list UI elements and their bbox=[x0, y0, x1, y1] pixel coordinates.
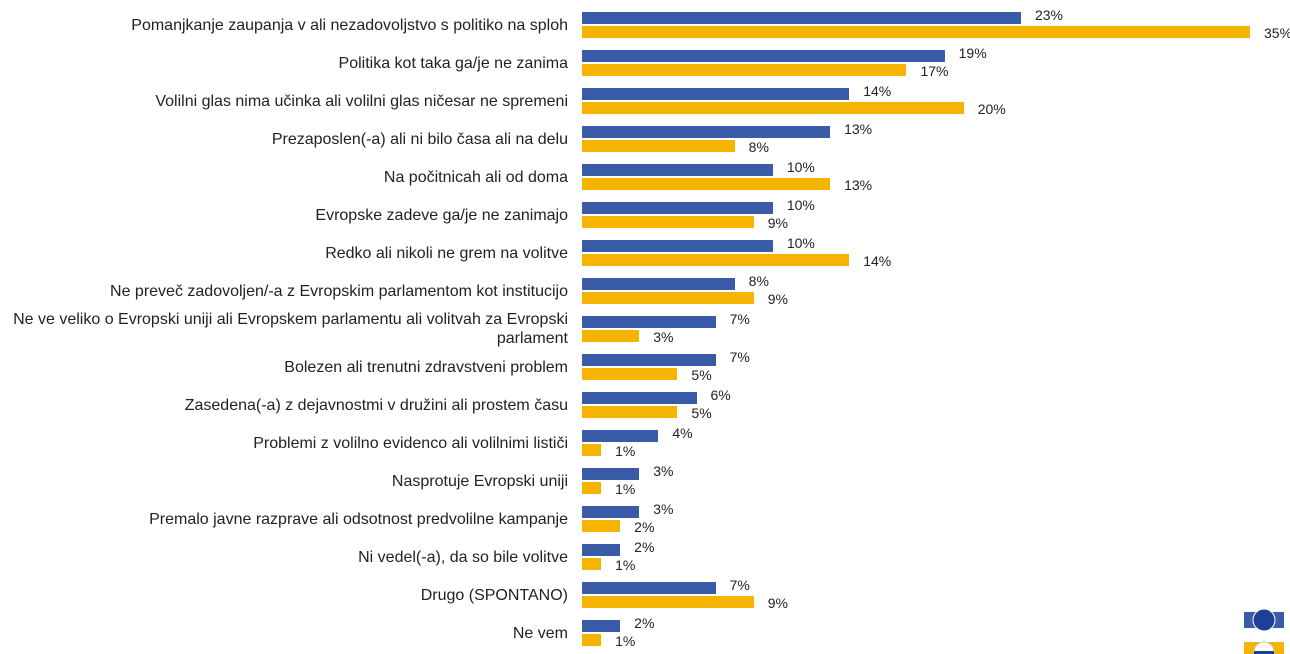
value-label: 5% bbox=[691, 367, 712, 383]
legend-flags bbox=[1244, 608, 1284, 654]
category-label: Drugo (SPONTANO) bbox=[420, 586, 568, 604]
bar bbox=[582, 634, 602, 646]
bar bbox=[582, 164, 773, 176]
value-label: 8% bbox=[748, 273, 769, 289]
value-label: 7% bbox=[729, 577, 750, 593]
bar bbox=[582, 126, 831, 138]
value-label: 14% bbox=[863, 253, 892, 269]
category-label: Pomanjkanje zaupanja v ali nezadovoljstv… bbox=[131, 16, 568, 34]
bar bbox=[582, 12, 1021, 24]
bar bbox=[582, 430, 659, 442]
category-label: Na počitnicah ali od doma bbox=[383, 168, 568, 186]
value-label: 2% bbox=[634, 519, 655, 535]
value-label: 9% bbox=[767, 215, 788, 231]
bar bbox=[582, 368, 678, 380]
bar bbox=[582, 26, 1250, 38]
eu-flag bbox=[1252, 608, 1276, 632]
value-label: 13% bbox=[844, 121, 873, 137]
value-label: 35% bbox=[1264, 25, 1290, 41]
bar bbox=[582, 178, 831, 190]
value-label: 19% bbox=[958, 45, 987, 61]
value-label: 13% bbox=[844, 177, 873, 193]
value-label: 3% bbox=[653, 329, 674, 345]
value-label: 1% bbox=[615, 557, 636, 573]
bar bbox=[582, 596, 754, 608]
bar bbox=[582, 88, 850, 100]
bar bbox=[582, 102, 964, 114]
value-label: 2% bbox=[634, 539, 655, 555]
value-label: 1% bbox=[615, 481, 636, 497]
category-label: Volilni glas nima učinka ali volilni gla… bbox=[155, 92, 568, 110]
bar bbox=[582, 140, 735, 152]
value-label: 1% bbox=[615, 443, 636, 459]
category-label: Politika kot taka ga/je ne zanima bbox=[338, 54, 568, 72]
value-label: 6% bbox=[710, 387, 731, 403]
bar bbox=[582, 406, 678, 418]
category-label: Bolezen ali trenutni zdravstveni problem bbox=[284, 358, 568, 376]
category-label: Ni vedel(-a), da so bile volitve bbox=[358, 548, 568, 566]
category-label: Ne vem bbox=[512, 624, 568, 642]
value-label: 9% bbox=[767, 595, 788, 611]
category-label: Ne preveč zadovoljen/-a z Evropskim parl… bbox=[110, 282, 568, 300]
value-label: 4% bbox=[672, 425, 693, 441]
value-label: 10% bbox=[786, 159, 815, 175]
bar bbox=[582, 544, 621, 556]
bar bbox=[582, 392, 697, 404]
bar bbox=[582, 468, 640, 480]
value-label: 10% bbox=[786, 197, 815, 213]
bar bbox=[582, 216, 754, 228]
value-label: 17% bbox=[920, 63, 949, 79]
value-label: 3% bbox=[653, 501, 674, 517]
bar bbox=[582, 582, 716, 594]
bar bbox=[582, 278, 735, 290]
value-label: 5% bbox=[691, 405, 712, 421]
category-label: Ne ve veliko o Evropski uniji ali Evrops… bbox=[13, 311, 568, 347]
value-label: 7% bbox=[729, 311, 750, 327]
value-label: 10% bbox=[786, 235, 815, 251]
category-label: Redko ali nikoli ne grem na volitve bbox=[325, 244, 568, 262]
value-label: 7% bbox=[729, 349, 750, 365]
value-label: 3% bbox=[653, 463, 674, 479]
value-label: 14% bbox=[863, 83, 892, 99]
category-label: Premalo javne razprave ali odsotnost pre… bbox=[149, 510, 568, 528]
category-label: Nasprotuje Evropski uniji bbox=[391, 472, 568, 490]
value-label: 23% bbox=[1034, 7, 1063, 23]
bar bbox=[582, 506, 640, 518]
bar bbox=[582, 520, 621, 532]
bar bbox=[582, 50, 945, 62]
bar bbox=[582, 316, 716, 328]
bar bbox=[582, 558, 602, 570]
bar bbox=[582, 444, 602, 456]
category-label: Zasedena(-a) z dejavnostmi v družini ali… bbox=[184, 396, 568, 414]
value-label: 8% bbox=[748, 139, 769, 155]
bar bbox=[582, 254, 850, 266]
bar bbox=[582, 330, 640, 342]
value-label: 1% bbox=[615, 633, 636, 649]
bar bbox=[582, 292, 754, 304]
bar bbox=[582, 620, 621, 632]
bar bbox=[582, 240, 773, 252]
value-label: 9% bbox=[767, 291, 788, 307]
bar bbox=[582, 202, 773, 214]
bar bbox=[582, 482, 602, 494]
category-label: Prezaposlen(-a) ali ni bilo časa ali na … bbox=[271, 130, 568, 148]
bar bbox=[582, 64, 907, 76]
category-label: Problemi z volilno evidenco ali volilnim… bbox=[253, 434, 568, 452]
value-label: 20% bbox=[977, 101, 1006, 117]
bar bbox=[582, 354, 716, 366]
category-label: Evropske zadeve ga/je ne zanimajo bbox=[315, 206, 568, 224]
value-label: 2% bbox=[634, 615, 655, 631]
